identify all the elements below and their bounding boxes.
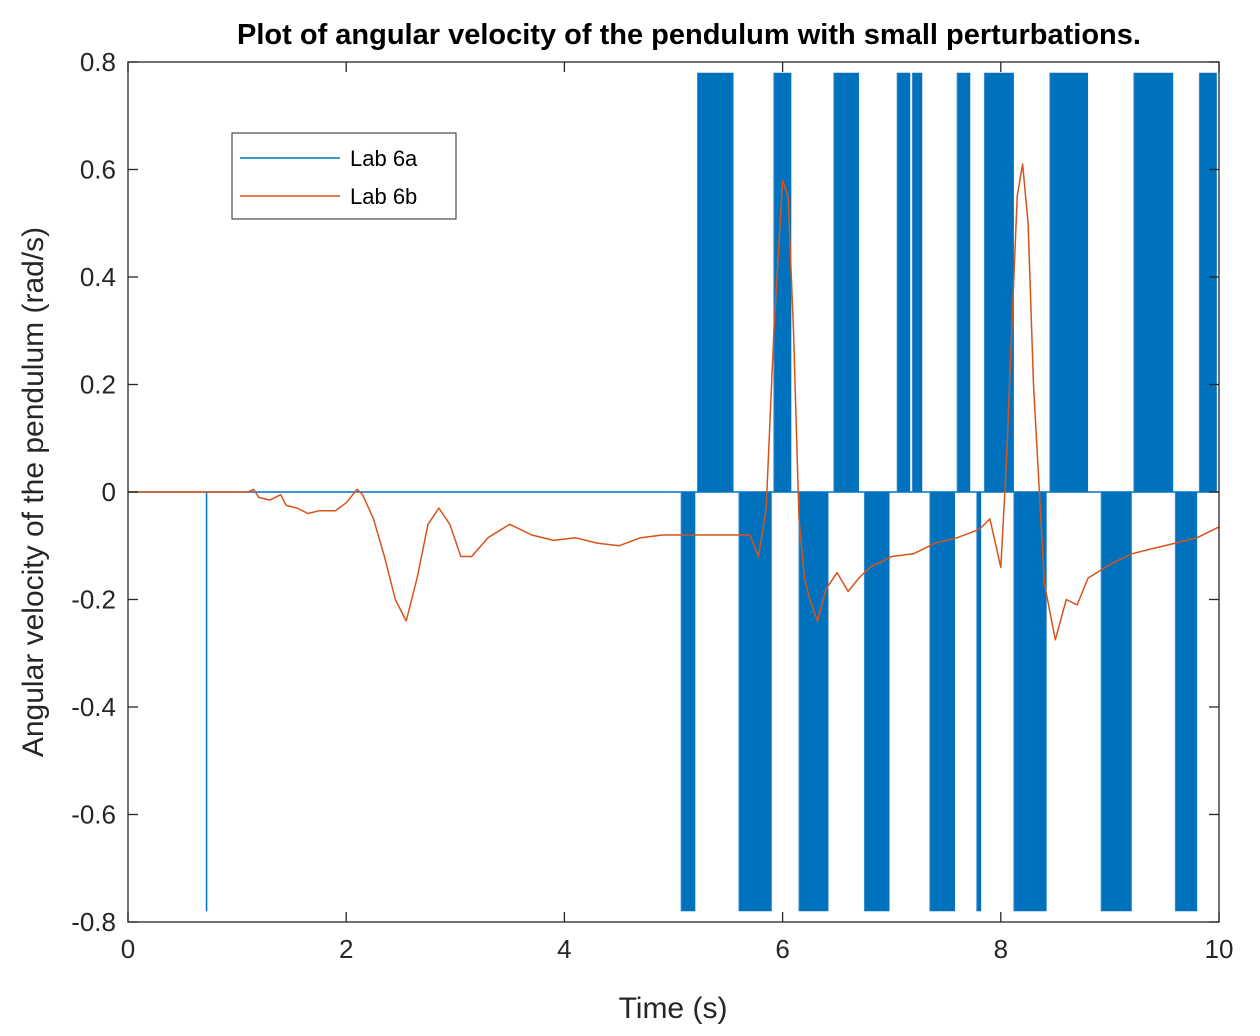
y-tick-label: 0.8 — [80, 47, 116, 77]
series-lab-6a-band — [1049, 72, 1089, 492]
y-tick-label: 0.2 — [80, 370, 116, 400]
y-tick-label: 0.6 — [80, 155, 116, 185]
series-lab-6a — [128, 72, 1219, 912]
series-lab-6a-band — [1101, 492, 1132, 912]
x-tick-label: 0 — [121, 934, 135, 964]
series-lab-6a-band — [1199, 72, 1217, 492]
series-lab-6a-band — [929, 492, 955, 912]
x-tick-label: 2 — [339, 934, 353, 964]
series-lab-6a-band — [773, 72, 792, 492]
series-lab-6a-band — [697, 72, 734, 492]
legend: Lab 6a Lab 6b — [231, 132, 457, 220]
y-tick-label: 0.4 — [80, 262, 116, 292]
series-lab-6a-band — [681, 492, 696, 912]
legend-label-lab-6b: Lab 6b — [350, 184, 417, 209]
series-lab-6a-band — [912, 72, 923, 492]
series-lab-6a-band — [1175, 492, 1198, 912]
x-tick-label: 8 — [994, 934, 1008, 964]
x-tick-label: 6 — [775, 934, 789, 964]
series-lab-6a-band — [738, 492, 772, 912]
x-tick-label: 4 — [557, 934, 571, 964]
x-axis: 0 2 4 6 8 10 — [121, 62, 1234, 964]
series-lab-6a-band — [1133, 72, 1174, 492]
series-layer — [128, 72, 1220, 912]
y-axis: -0.8 -0.6 -0.4 -0.2 0 0.2 0.4 0.6 0.8 — [71, 47, 1219, 937]
series-lab-6b-line — [128, 163, 1220, 641]
x-tick-label: 10 — [1205, 934, 1234, 964]
series-lab-6a-band — [798, 492, 829, 912]
series-lab-6a-band — [864, 492, 890, 912]
series-lab-6a-band — [833, 72, 859, 492]
series-lab-6a-band — [984, 72, 1014, 492]
legend-label-lab-6a: Lab 6a — [350, 146, 418, 171]
y-tick-label: -0.4 — [71, 692, 116, 722]
y-tick-label: -0.8 — [71, 907, 116, 937]
legend-box — [231, 132, 457, 220]
x-axis-label: Time (s) — [619, 992, 728, 1025]
chart-title: Plot of angular velocity of the pendulum… — [237, 19, 1141, 51]
y-axis-label: Angular velocity of the pendulum (rad/s) — [17, 227, 50, 757]
series-lab-6a-band — [957, 72, 971, 492]
series-lab-6a-band — [897, 72, 911, 492]
y-tick-label: -0.6 — [71, 800, 116, 830]
series-lab-6a-band — [976, 492, 982, 912]
series-lab-6a-band — [1013, 492, 1047, 912]
y-tick-label: -0.2 — [71, 585, 116, 615]
y-tick-label: 0 — [102, 477, 116, 507]
